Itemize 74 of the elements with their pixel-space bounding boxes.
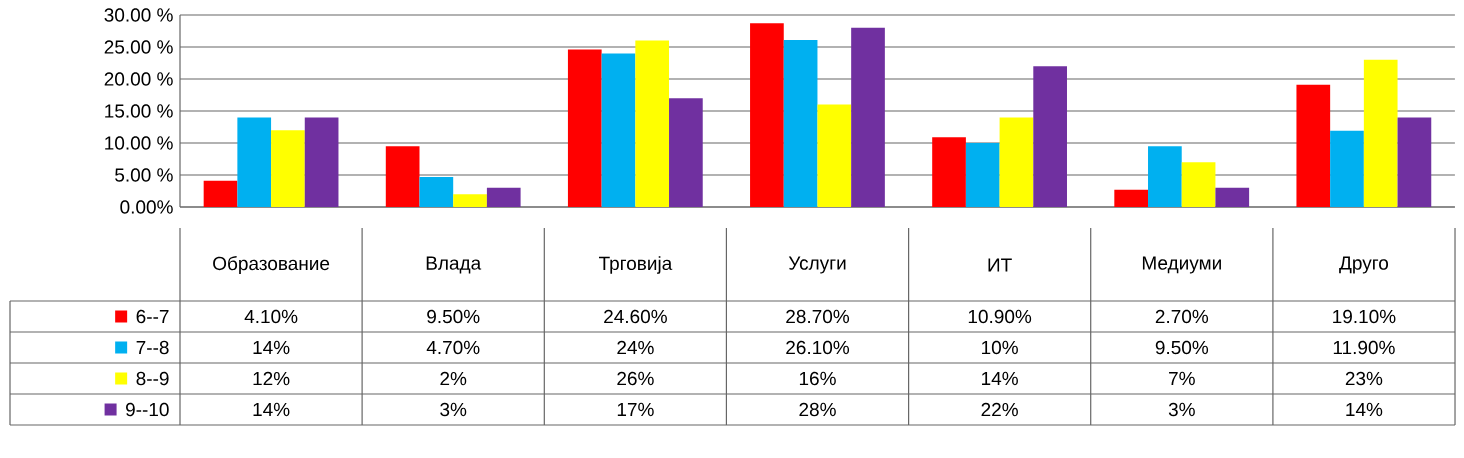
legend-label: 6--7 [136, 309, 169, 324]
bar [203, 180, 238, 207]
bar [1033, 66, 1067, 207]
bar [1114, 189, 1149, 207]
data-label: 10.90% [968, 309, 1032, 324]
data-label: 2% [440, 371, 467, 386]
bar [635, 40, 670, 207]
bar [385, 146, 420, 207]
data-label: 23% [1345, 371, 1383, 386]
bar [669, 98, 703, 207]
data-label: 28.70% [786, 309, 850, 324]
data-label: 14% [253, 402, 290, 417]
data-label: 24% [617, 340, 654, 355]
bar [271, 130, 305, 207]
data-label: 26% [617, 371, 654, 386]
data-label: 14% [982, 371, 1018, 386]
y-tick-label: 30.00 % [104, 8, 173, 22]
data-label: 10% [982, 340, 1018, 355]
data-label: 12% [253, 371, 290, 386]
x-tick-label: Медиуми [1142, 256, 1221, 274]
data-label: 26.10% [786, 340, 850, 355]
y-tick-label: 15.00 % [105, 104, 173, 118]
data-label: 16% [799, 371, 836, 386]
x-tick-label: Влада [426, 256, 482, 274]
bar [1397, 117, 1432, 207]
bar [1148, 146, 1182, 207]
legend-label: 7--8 [136, 340, 169, 355]
data-label: 4.70% [426, 340, 480, 355]
data-label: 3% [440, 402, 467, 417]
y-tick-label: 25.00 % [104, 40, 173, 54]
data-label: 22% [981, 402, 1018, 417]
bar [1296, 84, 1331, 207]
x-tick-label: Трговија [598, 256, 673, 274]
bar [1181, 162, 1216, 207]
x-tick-label: ИТ [988, 258, 1012, 272]
data-label: 19.10% [1333, 309, 1396, 324]
bar [999, 117, 1034, 207]
bar [783, 39, 818, 207]
y-tick-label: 20.00 % [104, 72, 173, 86]
data-label: 4.10% [244, 309, 298, 324]
x-tick-label: Друго [1339, 256, 1389, 274]
bar [965, 143, 1000, 207]
bar [601, 53, 636, 207]
data-label: 9.50% [1155, 340, 1209, 355]
bar [486, 187, 521, 207]
legend-label: 9--10 [126, 402, 169, 417]
bar [237, 117, 272, 207]
y-tick-label: 5.00 % [115, 168, 173, 182]
bar [817, 104, 852, 207]
bar [750, 23, 784, 207]
bar [1330, 130, 1364, 207]
data-label: 7% [1169, 371, 1195, 386]
x-tick-label: Образование [213, 256, 330, 274]
y-tick-label: 0.00% [120, 200, 173, 214]
bar [851, 27, 885, 207]
bar [419, 176, 454, 207]
data-label: 17% [617, 402, 654, 417]
legend-label: 8--9 [136, 371, 169, 386]
data-label: 28% [799, 402, 836, 417]
bar [1215, 187, 1250, 207]
data-label: 14% [1346, 402, 1383, 417]
bar [1363, 59, 1398, 207]
y-tick-label: 10.00 % [105, 136, 173, 150]
data-label: 2.70% [1155, 309, 1209, 324]
data-label: 24.60% [604, 309, 667, 324]
data-label: 3% [1168, 402, 1195, 417]
bar [567, 49, 602, 207]
bar [932, 137, 966, 207]
data-label: 9.50% [427, 309, 480, 324]
bar [453, 194, 487, 207]
x-tick-label: Услуги [788, 256, 846, 274]
data-label: 14% [253, 340, 290, 355]
data-label: 11.90% [1333, 340, 1395, 355]
bar [304, 117, 339, 207]
